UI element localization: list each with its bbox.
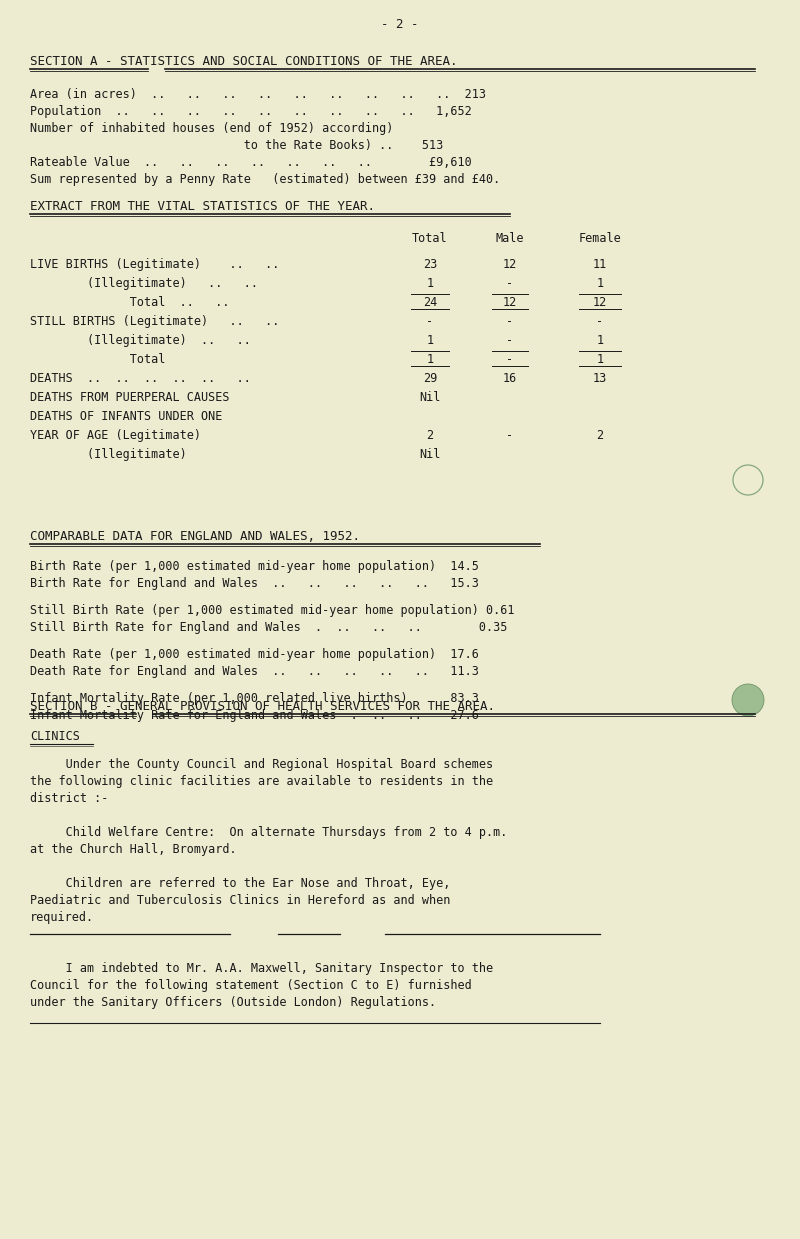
Text: Birth Rate (per 1,000 estimated mid-year home population)  14.5: Birth Rate (per 1,000 estimated mid-year… [30,560,479,572]
Text: Total: Total [412,232,448,245]
Text: the following clinic facilities are available to residents in the: the following clinic facilities are avai… [30,776,493,788]
Text: 12: 12 [503,296,517,309]
Text: SECTION B - GENERAL PROVISION OF HEALTH SERVICES FOR THE AREA.: SECTION B - GENERAL PROVISION OF HEALTH … [30,700,495,712]
Text: required.: required. [30,911,94,924]
Text: Death Rate (per 1,000 estimated mid-year home population)  17.6: Death Rate (per 1,000 estimated mid-year… [30,648,479,660]
Text: Birth Rate for England and Wales  ..   ..   ..   ..   ..   15.3: Birth Rate for England and Wales .. .. .… [30,577,479,590]
Text: 11: 11 [593,258,607,271]
Text: Infant Mortality Rate for England and Wales  .  ..   ..    27.6: Infant Mortality Rate for England and Wa… [30,709,479,722]
Text: 1: 1 [597,335,603,347]
Text: SECTION A - STATISTICS AND SOCIAL CONDITIONS OF THE AREA.: SECTION A - STATISTICS AND SOCIAL CONDIT… [30,55,458,68]
Text: Male: Male [496,232,524,245]
Text: Council for the following statement (Section C to E) furnished: Council for the following statement (Sec… [30,979,472,992]
Text: (Illegitimate): (Illegitimate) [30,449,186,461]
Text: LIVE BIRTHS (Legitimate)    ..   ..: LIVE BIRTHS (Legitimate) .. .. [30,258,279,271]
Text: 1: 1 [426,278,434,290]
Text: 24: 24 [423,296,437,309]
Text: -: - [506,278,514,290]
Text: 12: 12 [503,258,517,271]
Text: DEATHS OF INFANTS UNDER ONE: DEATHS OF INFANTS UNDER ONE [30,410,222,422]
Text: -: - [506,335,514,347]
Text: 1: 1 [597,353,603,366]
Text: Under the County Council and Regional Hospital Board schemes: Under the County Council and Regional Ho… [30,758,493,771]
Text: Child Welfare Centre:  On alternate Thursdays from 2 to 4 p.m.: Child Welfare Centre: On alternate Thurs… [30,826,507,839]
Text: Children are referred to the Ear Nose and Throat, Eye,: Children are referred to the Ear Nose an… [30,877,450,890]
Text: Paediatric and Tuberculosis Clinics in Hereford as and when: Paediatric and Tuberculosis Clinics in H… [30,895,450,907]
Circle shape [732,684,764,716]
Text: at the Church Hall, Bromyard.: at the Church Hall, Bromyard. [30,843,237,856]
Text: COMPARABLE DATA FOR ENGLAND AND WALES, 1952.: COMPARABLE DATA FOR ENGLAND AND WALES, 1… [30,530,360,543]
Text: (Illegitimate)  ..   ..: (Illegitimate) .. .. [30,335,251,347]
Text: I am indebted to Mr. A.A. Maxwell, Sanitary Inspector to the: I am indebted to Mr. A.A. Maxwell, Sanit… [30,961,493,975]
Text: 2: 2 [426,429,434,442]
Text: 1: 1 [597,278,603,290]
Text: Total: Total [30,353,166,366]
Text: Number of inhabited houses (end of 1952) according): Number of inhabited houses (end of 1952)… [30,121,394,135]
Text: -: - [506,353,514,366]
Text: district :-: district :- [30,792,108,805]
Text: Population  ..   ..   ..   ..   ..   ..   ..   ..   ..   1,652: Population .. .. .. .. .. .. .. .. .. 1,… [30,105,472,118]
Text: under the Sanitary Officers (Outside London) Regulations.: under the Sanitary Officers (Outside Lon… [30,996,436,1009]
Text: -: - [506,315,514,328]
Text: Still Birth Rate (per 1,000 estimated mid-year home population) 0.61: Still Birth Rate (per 1,000 estimated mi… [30,603,514,617]
Text: -: - [506,429,514,442]
Text: 16: 16 [503,372,517,385]
Text: EXTRACT FROM THE VITAL STATISTICS OF THE YEAR.: EXTRACT FROM THE VITAL STATISTICS OF THE… [30,199,375,213]
Text: Area (in acres)  ..   ..   ..   ..   ..   ..   ..   ..   ..  213: Area (in acres) .. .. .. .. .. .. .. .. … [30,88,486,102]
Text: (Illegitimate)   ..   ..: (Illegitimate) .. .. [30,278,258,290]
Text: Nil: Nil [419,449,441,461]
Text: CLINICS: CLINICS [30,730,80,743]
Text: 13: 13 [593,372,607,385]
Text: 23: 23 [423,258,437,271]
Text: 1: 1 [426,335,434,347]
Text: DEATHS FROM PUERPERAL CAUSES: DEATHS FROM PUERPERAL CAUSES [30,392,230,404]
Text: Female: Female [578,232,622,245]
Text: Death Rate for England and Wales  ..   ..   ..   ..   ..   11.3: Death Rate for England and Wales .. .. .… [30,665,479,678]
Text: - 2 -: - 2 - [382,19,418,31]
Text: Rateable Value  ..   ..   ..   ..   ..   ..   ..        £9,610: Rateable Value .. .. .. .. .. .. .. £9,6… [30,156,472,169]
Text: Sum represented by a Penny Rate   (estimated) between £39 and £40.: Sum represented by a Penny Rate (estimat… [30,173,500,186]
Text: 1: 1 [426,353,434,366]
Text: Nil: Nil [419,392,441,404]
Text: to the Rate Books) ..    513: to the Rate Books) .. 513 [30,139,443,152]
Text: -: - [426,315,434,328]
Text: 29: 29 [423,372,437,385]
Text: -: - [597,315,603,328]
Text: Still Birth Rate for England and Wales  .  ..   ..   ..        0.35: Still Birth Rate for England and Wales .… [30,621,507,634]
Text: STILL BIRTHS (Legitimate)   ..   ..: STILL BIRTHS (Legitimate) .. .. [30,315,279,328]
Text: 12: 12 [593,296,607,309]
Text: YEAR OF AGE (Legitimate): YEAR OF AGE (Legitimate) [30,429,201,442]
Text: Total  ..   ..: Total .. .. [30,296,230,309]
Text: DEATHS  ..  ..  ..  ..  ..   ..: DEATHS .. .. .. .. .. .. [30,372,251,385]
Text: 2: 2 [597,429,603,442]
Text: Infant Mortality Rate (per 1,000 related live births)      83.3: Infant Mortality Rate (per 1,000 related… [30,693,479,705]
